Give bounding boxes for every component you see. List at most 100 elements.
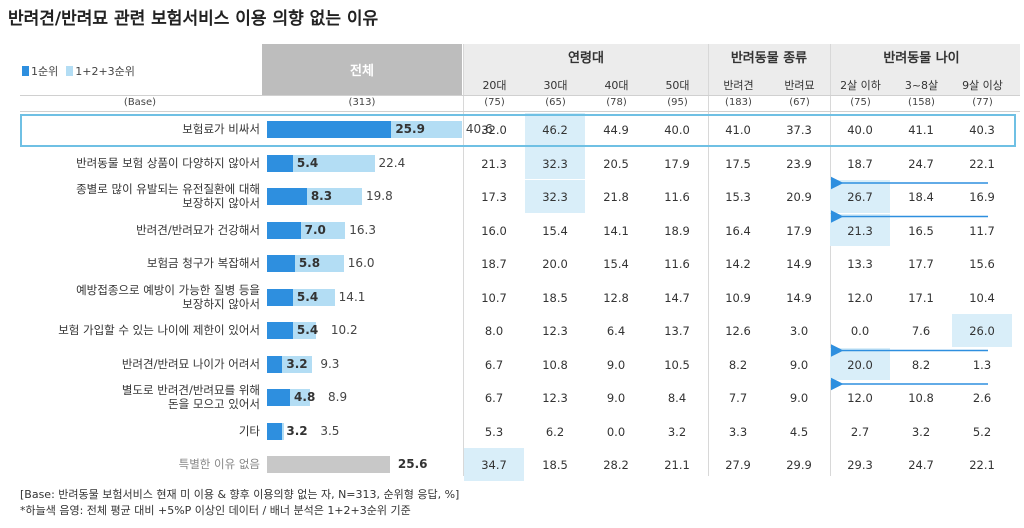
table-cell: 17.3 [481, 190, 507, 204]
table-cell: 21.3 [847, 223, 873, 238]
column-base: (75) [484, 97, 505, 108]
table-cell: 11.6 [664, 190, 690, 204]
table-cell: 6.4 [606, 324, 626, 338]
table-cell: 44.9 [603, 123, 629, 137]
table-cell: 17.1 [908, 290, 934, 305]
table-cell: 17.9 [786, 223, 812, 238]
total-divider [463, 44, 464, 476]
table-cell: 26.7 [847, 190, 873, 204]
table-cell: 15.4 [542, 223, 568, 238]
value-combined: 10.2 [330, 323, 358, 337]
highlight-cell [525, 146, 585, 179]
column-base: (95) [667, 97, 688, 108]
table-cell: 6.2 [545, 424, 565, 439]
row-label-line: 반려견/반려묘가 건강해서 [136, 222, 260, 237]
value-first: 5.4 [296, 289, 319, 304]
column-base: (158) [908, 97, 935, 108]
bar-first [267, 121, 392, 138]
column-header: 9살 이상 [962, 79, 1003, 92]
table-cell: 13.3 [847, 257, 873, 271]
row-label: 기타 [239, 424, 260, 438]
legend: 1순위 1+2+3순위 [22, 63, 135, 79]
table-cell: 12.0 [847, 290, 873, 305]
table-cell: 15.4 [603, 257, 629, 271]
header-background [464, 44, 1020, 95]
row-label-line: 반려견/반려묘 나이가 어려서 [121, 356, 260, 371]
table-cell: 9.0 [606, 391, 626, 405]
table-cell: 8.2 [728, 357, 748, 372]
value-first: 8.3 [310, 189, 333, 203]
table-cell: 12.3 [542, 324, 568, 338]
table-cell: 34.7 [481, 458, 507, 472]
group-divider [708, 44, 709, 476]
row-label: 반려견/반려묘 나이가 어려서 [122, 357, 260, 371]
table-cell: 16.0 [481, 223, 507, 238]
table-cell: 4.5 [789, 424, 809, 439]
value-combined: 8.9 [328, 390, 348, 404]
row-label: 보험금 청구가 복잡해서 [147, 256, 260, 270]
table-cell: 32.3 [542, 156, 568, 171]
value-first: 7.0 [304, 222, 326, 237]
row-label-line: 예방접종으로 예방이 가능한 질병 등을 [76, 282, 260, 297]
table-cell: 9.0 [789, 391, 809, 405]
table-cell: 8.2 [911, 357, 931, 372]
row-label: 예방접종으로 예방이 가능한 질병 등을 보장하지 않아서 [76, 283, 260, 311]
column-header: 40대 [604, 79, 629, 92]
value-combined: 16.3 [349, 222, 376, 237]
column-base: (78) [606, 97, 627, 108]
highlight-cell [525, 180, 585, 213]
column-header: 2살 이하 [840, 79, 881, 92]
table-cell: 18.5 [542, 458, 568, 472]
table-cell: 12.3 [542, 391, 568, 405]
table-cell: 24.7 [908, 458, 934, 472]
table-cell: 28.2 [603, 458, 629, 472]
row-label-line: 반려동물 보험 상품이 다양하지 않아서 [76, 155, 260, 170]
row-label: 보험 가입할 수 있는 나이에 제한이 있어서 [58, 323, 260, 337]
value-first: 5.4 [296, 155, 319, 170]
table-cell: 10.9 [725, 290, 751, 305]
table-cell: 11.6 [664, 257, 690, 271]
header-rule [20, 95, 1020, 96]
table-cell: 15.6 [969, 257, 995, 271]
row-label-line: 보험금 청구가 복잡해서 [146, 256, 260, 270]
group-header: 연령대 [568, 51, 604, 66]
legend-swatch-combined [66, 66, 74, 76]
table-cell: 40.0 [847, 123, 873, 137]
table-cell: 10.5 [664, 357, 690, 372]
column-header: 3~8살 [904, 79, 939, 92]
row-label-line: 보장하지 않아서 [182, 196, 260, 210]
value-first: 3.2 [286, 423, 308, 438]
legend-swatch-first [22, 66, 29, 76]
table-cell: 5.3 [484, 424, 504, 439]
page-title: 반려견/반려묘 관련 보험서비스 이용 의향 없는 이유 [8, 9, 379, 29]
legend-label-combined: 1+2+3순위 [75, 65, 135, 78]
row-label-line: 돈을 모으고 있어서 [168, 397, 260, 411]
base-total: (313) [348, 97, 376, 108]
row-label: 반려견/반려묘가 건강해서 [136, 223, 260, 237]
table-cell: 10.4 [969, 290, 995, 305]
table-cell: 8.0 [484, 324, 504, 338]
table-cell: 2.7 [850, 424, 870, 439]
bar-combined [267, 154, 375, 172]
table-cell: 17.7 [908, 257, 934, 271]
table-cell: 23.9 [786, 156, 812, 171]
column-base: (65) [545, 97, 566, 108]
table-cell: 27.9 [725, 458, 751, 472]
bar-first [267, 154, 293, 172]
table-cell: 12.0 [847, 391, 873, 405]
table-cell: 3.0 [789, 324, 809, 338]
table-cell: 3.2 [667, 424, 687, 439]
table-cell: 6.7 [484, 391, 504, 405]
value-combined: 19.8 [366, 189, 393, 203]
bar-first [267, 422, 283, 440]
base-rule [20, 111, 1020, 112]
column-header: 50대 [665, 79, 690, 92]
row-label-line: 특별한 이유 없음 [178, 457, 260, 471]
group-divider [830, 44, 831, 476]
group-header: 반려동물 종류 [730, 51, 808, 66]
table-cell: 14.1 [603, 223, 629, 238]
row-label-line: 종별로 많이 유발되는 유전질환에 대해 [76, 182, 260, 196]
row-label: 반려동물 보험 상품이 다양하지 않아서 [76, 156, 260, 170]
table-cell: 26.0 [969, 324, 995, 338]
table-cell: 7.6 [911, 324, 931, 338]
